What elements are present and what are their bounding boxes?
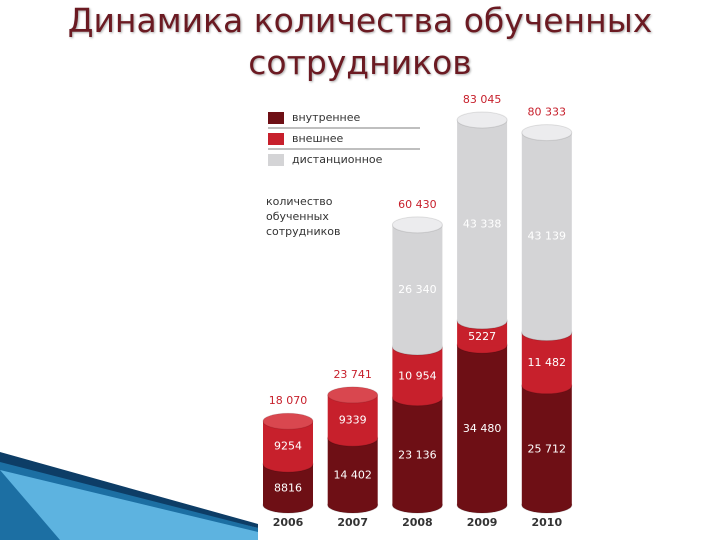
value-label: 5227 — [468, 330, 496, 343]
value-label: 11 482 — [528, 356, 567, 369]
bar-cap — [327, 386, 379, 404]
value-label: 9339 — [339, 414, 367, 427]
bar-cap — [391, 216, 443, 234]
x-tick-label: 2009 — [467, 516, 498, 529]
value-label: 14 402 — [333, 469, 372, 482]
legend-label: дистанционное — [292, 153, 383, 166]
total-label: 80 333 — [528, 106, 567, 119]
bar-segment — [457, 120, 508, 321]
total-label: 18 070 — [269, 394, 308, 407]
legend-swatch — [268, 154, 284, 166]
value-label: 25 712 — [528, 442, 567, 455]
value-label: 43 338 — [463, 217, 502, 230]
total-label: 60 430 — [398, 198, 437, 211]
total-label: 23 741 — [333, 368, 372, 381]
x-tick-label: 2006 — [273, 516, 304, 529]
bar-segment — [327, 438, 378, 505]
value-label: 34 480 — [463, 422, 502, 435]
bar-segment — [521, 385, 572, 505]
y-axis-label: обученных — [266, 210, 329, 223]
y-axis-label: сотрудников — [266, 225, 340, 238]
x-tick-label: 2007 — [337, 516, 368, 529]
chart-title: Динамика количества обученных сотруднико… — [67, 1, 653, 82]
decor-swoosh — [0, 470, 258, 540]
legend-swatch — [268, 133, 284, 145]
bar-segment — [392, 224, 443, 347]
bar-cap — [456, 111, 508, 129]
bar-segment — [457, 345, 508, 505]
bar-segment — [521, 132, 572, 333]
x-tick-label: 2010 — [531, 516, 562, 529]
value-label: 8816 — [274, 482, 302, 495]
total-label: 83 045 — [463, 93, 502, 106]
bar-cap — [521, 124, 573, 142]
value-label: 26 340 — [398, 283, 437, 296]
bar-segment — [392, 397, 443, 505]
y-axis-label: количество — [266, 195, 333, 208]
value-label: 10 954 — [398, 369, 437, 382]
bar-segment — [521, 332, 572, 386]
decor-swoosh — [0, 452, 258, 528]
value-label: 9254 — [274, 440, 302, 453]
x-tick-label: 2008 — [402, 516, 433, 529]
legend-swatch — [268, 112, 284, 124]
value-label: 23 136 — [398, 448, 437, 461]
legend-label: внешнее — [292, 132, 343, 145]
bar-segment — [392, 346, 443, 398]
legend-label: внутреннее — [292, 111, 360, 124]
bar-cap — [262, 412, 314, 430]
value-label: 43 139 — [528, 230, 567, 243]
